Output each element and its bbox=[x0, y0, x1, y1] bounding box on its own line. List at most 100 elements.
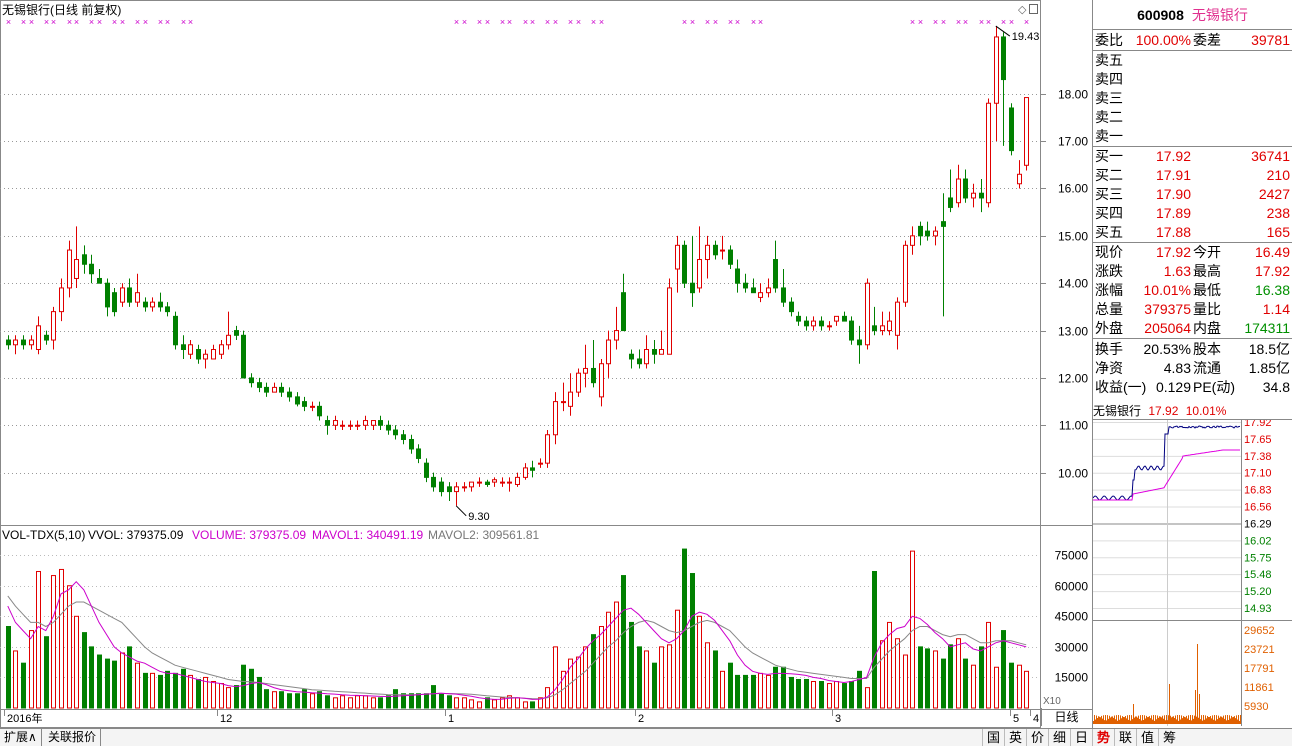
candle-body[interactable] bbox=[828, 326, 832, 327]
maximize-icon[interactable] bbox=[1030, 5, 1038, 14]
volume-bar[interactable] bbox=[820, 682, 824, 708]
volume-bar[interactable] bbox=[759, 673, 763, 708]
candle-body[interactable] bbox=[136, 293, 140, 302]
volume-bar[interactable] bbox=[463, 698, 467, 708]
volume-bar[interactable] bbox=[113, 661, 117, 708]
candle-body[interactable] bbox=[121, 288, 125, 302]
volume-bar[interactable] bbox=[721, 671, 725, 708]
bottom-tool-值[interactable]: 值 bbox=[1136, 729, 1158, 746]
volume-bar[interactable] bbox=[736, 675, 740, 708]
tab-expand[interactable]: 扩展∧ bbox=[0, 729, 42, 746]
volume-bar[interactable] bbox=[387, 696, 391, 708]
candle-body[interactable] bbox=[501, 482, 505, 483]
candle-body[interactable] bbox=[645, 350, 649, 364]
candle-body[interactable] bbox=[508, 482, 512, 483]
candle-body[interactable] bbox=[835, 316, 839, 321]
candle-body[interactable] bbox=[235, 331, 239, 336]
candle-body[interactable] bbox=[379, 421, 383, 426]
candle-body[interactable] bbox=[592, 368, 596, 382]
intraday-mini-chart[interactable]: 17.9217.6517.3817.1016.8316.5616.2916.02… bbox=[1093, 420, 1292, 726]
volume-bar[interactable] bbox=[1002, 631, 1006, 708]
volume-bar[interactable] bbox=[242, 665, 246, 708]
volume-bar[interactable] bbox=[432, 686, 436, 708]
volume-bar[interactable] bbox=[683, 549, 687, 708]
candle-body[interactable] bbox=[926, 231, 930, 236]
volume-bar[interactable] bbox=[714, 651, 718, 708]
candle-body[interactable] bbox=[653, 350, 657, 355]
candle-body[interactable] bbox=[402, 435, 406, 440]
volume-bar[interactable] bbox=[212, 682, 216, 708]
volume-bar[interactable] bbox=[144, 673, 148, 708]
volume-bar[interactable] bbox=[729, 663, 733, 708]
candle-body[interactable] bbox=[220, 345, 224, 354]
candle-body[interactable] bbox=[736, 269, 740, 283]
candle-body[interactable] bbox=[972, 193, 976, 198]
candle-body[interactable] bbox=[90, 264, 94, 273]
candle-body[interactable] bbox=[539, 463, 543, 464]
volume-bar[interactable] bbox=[942, 659, 946, 708]
bottom-tool-日[interactable]: 日 bbox=[1070, 729, 1092, 746]
candle-body[interactable] bbox=[106, 283, 110, 307]
volume-bar[interactable] bbox=[691, 574, 695, 708]
volume-bar[interactable] bbox=[850, 682, 854, 708]
candle-body[interactable] bbox=[980, 193, 984, 198]
candle-body[interactable] bbox=[440, 482, 444, 491]
volume-bar[interactable] bbox=[425, 694, 429, 708]
candle-body[interactable] bbox=[189, 345, 193, 354]
candle-body[interactable] bbox=[425, 463, 429, 477]
candle-body[interactable] bbox=[638, 359, 642, 364]
candle-body[interactable] bbox=[782, 288, 786, 302]
volume-bar[interactable] bbox=[790, 677, 794, 708]
candle-body[interactable] bbox=[866, 283, 870, 345]
bottom-tool-细[interactable]: 细 bbox=[1048, 729, 1070, 746]
volume-bar[interactable] bbox=[349, 698, 353, 708]
volume-bar[interactable] bbox=[797, 679, 801, 708]
candle-body[interactable] bbox=[790, 302, 794, 311]
volume-bar[interactable] bbox=[516, 698, 520, 708]
candle-body[interactable] bbox=[372, 421, 376, 426]
candle-body[interactable] bbox=[752, 288, 756, 293]
candle-body[interactable] bbox=[45, 335, 49, 340]
candle-body[interactable] bbox=[1010, 108, 1014, 151]
candle-body[interactable] bbox=[911, 236, 915, 245]
candle-body[interactable] bbox=[227, 335, 231, 344]
volume-bar[interactable] bbox=[600, 627, 604, 709]
volume-bar[interactable] bbox=[706, 643, 710, 708]
volume-bar[interactable] bbox=[676, 610, 680, 708]
candle-body[interactable] bbox=[562, 402, 566, 403]
volume-bar[interactable] bbox=[904, 655, 908, 708]
candle-body[interactable] bbox=[98, 278, 102, 283]
volume-bar[interactable] bbox=[68, 586, 72, 708]
candle-body[interactable] bbox=[52, 312, 56, 340]
candle-body[interactable] bbox=[622, 293, 626, 331]
volume-bar[interactable] bbox=[554, 647, 558, 708]
volume-bar[interactable] bbox=[1010, 663, 1014, 708]
candle-body[interactable] bbox=[850, 321, 854, 340]
volume-bar[interactable] bbox=[311, 694, 315, 708]
candle-body[interactable] bbox=[896, 302, 900, 335]
candle-body[interactable] bbox=[68, 250, 72, 288]
candle-body[interactable] bbox=[987, 103, 991, 202]
candle-body[interactable] bbox=[30, 340, 34, 345]
candle-body[interactable] bbox=[995, 37, 999, 103]
candle-body[interactable] bbox=[812, 321, 816, 326]
volume-bar[interactable] bbox=[866, 688, 870, 708]
candle-body[interactable] bbox=[349, 425, 353, 426]
volume-bar[interactable] bbox=[197, 679, 201, 708]
candle-body[interactable] bbox=[470, 482, 474, 487]
volume-bar[interactable] bbox=[493, 700, 497, 708]
candle-body[interactable] bbox=[356, 425, 360, 426]
volume-bar[interactable] bbox=[394, 690, 398, 708]
volume-bar[interactable] bbox=[166, 671, 170, 708]
candle-body[interactable] bbox=[288, 392, 292, 397]
candle-body[interactable] bbox=[387, 425, 391, 430]
volume-bar[interactable] bbox=[121, 653, 125, 708]
candle-body[interactable] bbox=[919, 226, 923, 235]
intraday-mini-title[interactable]: 无锡银行 17.92 10.01% bbox=[1093, 402, 1292, 420]
volume-bar[interactable] bbox=[470, 700, 474, 708]
volume-bar[interactable] bbox=[478, 702, 482, 708]
candle-body[interactable] bbox=[432, 477, 436, 486]
candle-body[interactable] bbox=[957, 179, 961, 203]
volume-bar[interactable] bbox=[805, 679, 809, 708]
candle-body[interactable] bbox=[280, 387, 284, 392]
